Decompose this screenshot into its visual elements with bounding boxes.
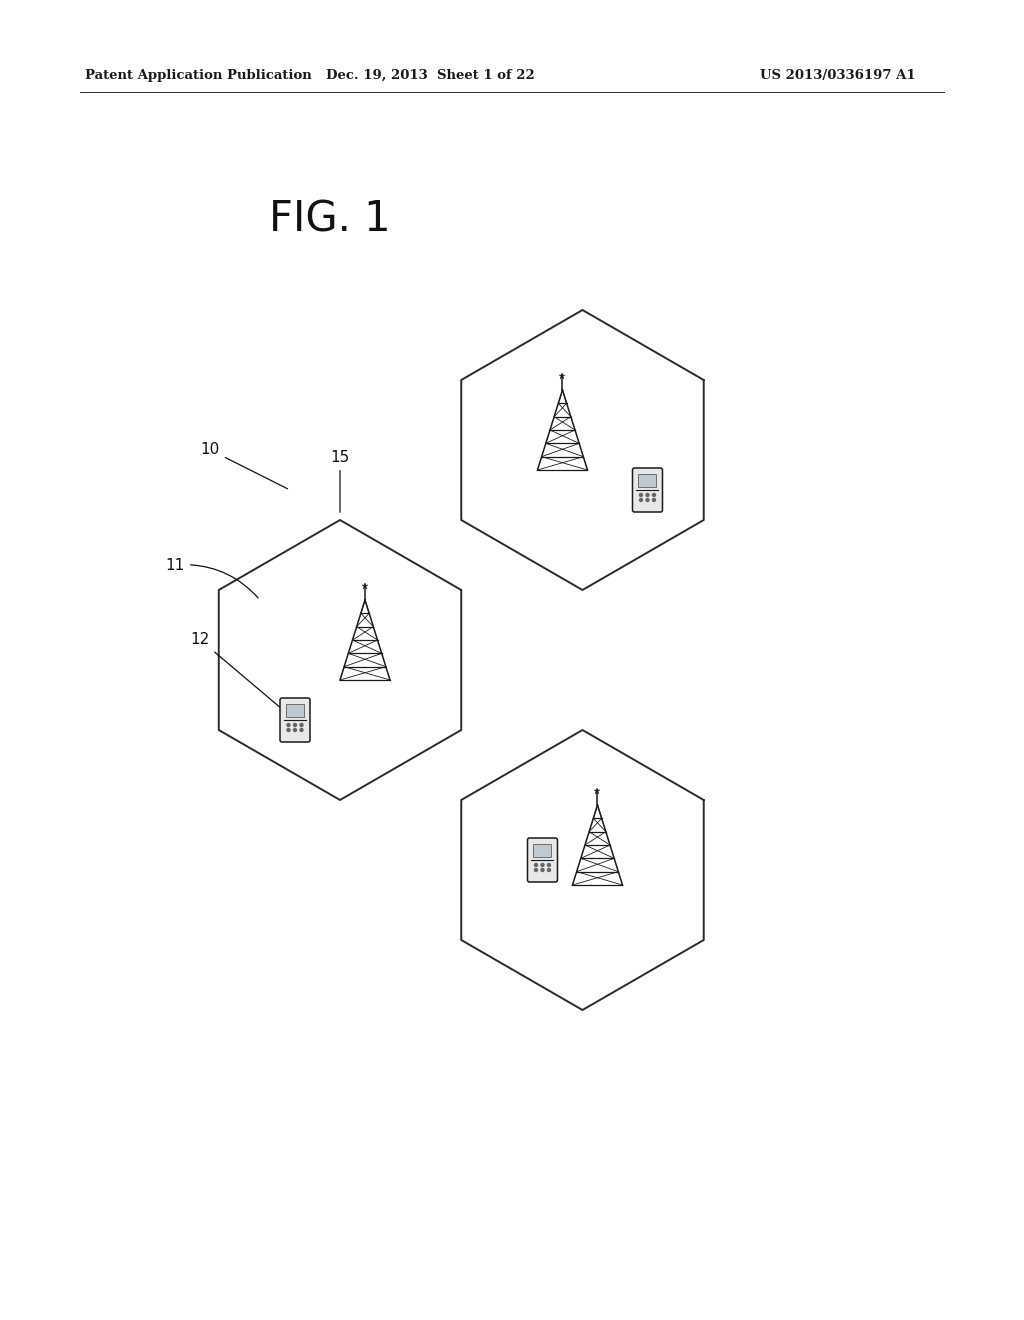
Circle shape [652,494,655,496]
Circle shape [300,723,303,726]
Text: Patent Application Publication: Patent Application Publication [85,69,311,82]
FancyBboxPatch shape [280,698,310,742]
Bar [534,843,552,857]
Text: 10: 10 [201,442,288,488]
Circle shape [646,494,649,496]
Circle shape [287,723,290,726]
Circle shape [300,729,303,731]
Text: US 2013/0336197 A1: US 2013/0336197 A1 [760,69,915,82]
Circle shape [535,863,538,866]
Circle shape [541,863,544,866]
Text: FIG. 1: FIG. 1 [269,199,391,242]
Text: 15: 15 [331,450,349,512]
Circle shape [548,869,551,871]
Circle shape [639,494,642,496]
Circle shape [294,723,297,726]
Circle shape [646,499,649,502]
Bar [639,474,656,487]
Circle shape [639,499,642,502]
FancyBboxPatch shape [633,469,663,512]
Text: 11: 11 [166,557,258,598]
Text: 12: 12 [190,632,293,718]
Bar [286,704,304,717]
Circle shape [535,869,538,871]
Circle shape [541,869,544,871]
Circle shape [287,729,290,731]
Circle shape [652,499,655,502]
Text: Dec. 19, 2013  Sheet 1 of 22: Dec. 19, 2013 Sheet 1 of 22 [326,69,535,82]
Circle shape [548,863,551,866]
FancyBboxPatch shape [527,838,557,882]
Circle shape [294,729,297,731]
